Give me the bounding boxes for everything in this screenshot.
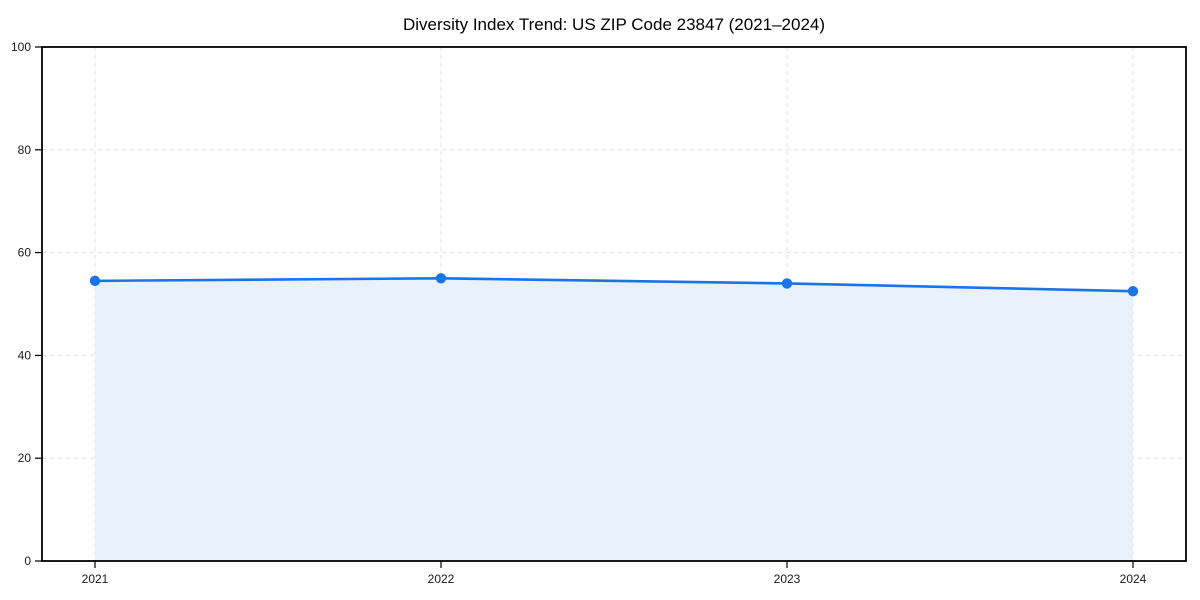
x-tick-label-2022: 2022 bbox=[428, 572, 455, 586]
data-point-2022 bbox=[435, 273, 447, 284]
x-tick-label-2024: 2024 bbox=[1120, 572, 1147, 586]
data-point-2023 bbox=[781, 278, 793, 289]
x-tick-label-2023: 2023 bbox=[774, 572, 801, 586]
y-tick-label-0: 0 bbox=[24, 554, 31, 568]
chart-title: Diversity Index Trend: US ZIP Code 23847… bbox=[403, 15, 825, 34]
plot-border bbox=[41, 46, 1187, 562]
plot-area: 0 20 40 60 80 100 2021 2022 2023 2024 bbox=[11, 40, 1187, 586]
data-point-2024 bbox=[1127, 285, 1139, 297]
series-line bbox=[93, 277, 1135, 293]
x-tick-label-2021: 2021 bbox=[82, 572, 109, 586]
y-tick-label-60: 60 bbox=[18, 246, 32, 260]
y-tick-label-40: 40 bbox=[18, 348, 32, 362]
y-tick-label-100: 100 bbox=[11, 40, 31, 54]
y-tick-label-20: 20 bbox=[18, 451, 32, 465]
y-tick-label-80: 80 bbox=[18, 143, 32, 157]
data-point-2021 bbox=[89, 275, 101, 287]
series-area-fill bbox=[95, 278, 1133, 561]
